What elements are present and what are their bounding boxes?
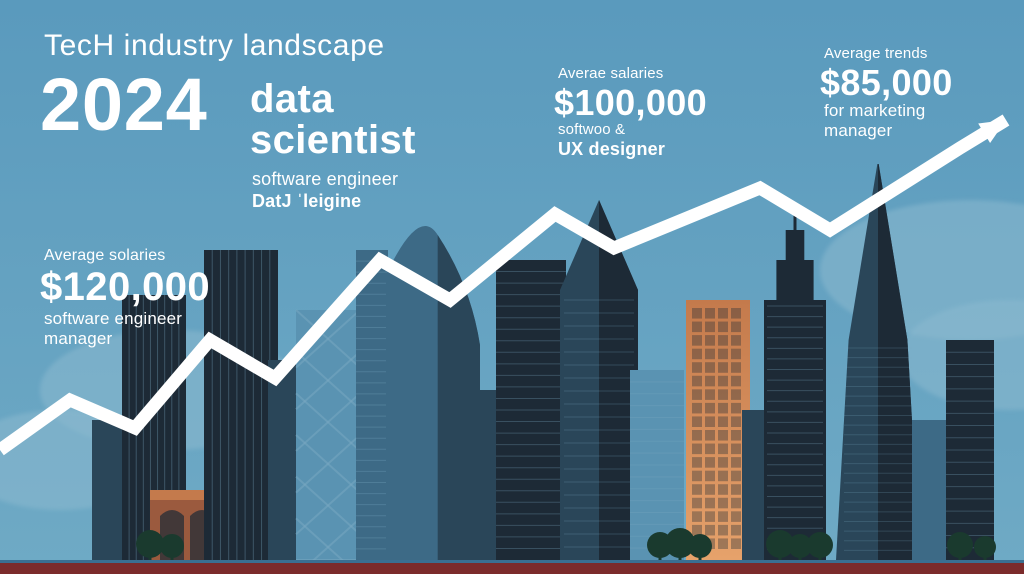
- data-scientist-line1: data: [250, 78, 334, 120]
- left-salary-sub1: software engineer: [44, 310, 182, 328]
- year-text: 2024: [40, 66, 208, 144]
- ground-strip: [0, 560, 1024, 574]
- left-salary-sub2: manager: [44, 330, 112, 348]
- left-salary-label: Average solaries: [44, 248, 165, 265]
- title-text: TecH industry landscape: [44, 30, 385, 62]
- right-trends-value: $85,000: [820, 64, 953, 102]
- mid-salary-sub1: softwoo &: [558, 122, 625, 138]
- mid-salary-label: Averae salaries: [558, 66, 663, 82]
- sub-software-engineer: software engineer: [252, 170, 398, 189]
- right-trends-sub2: manager: [824, 122, 892, 140]
- mid-salary-value: $100,000: [554, 84, 707, 122]
- mid-salary-sub2: UX designer: [558, 140, 665, 159]
- right-trends-label: Average trends: [824, 46, 928, 62]
- infographic-canvas: TecH industry landscape 2024 data scient…: [0, 0, 1024, 574]
- left-salary-value: $120,000: [40, 266, 210, 308]
- sub-data-engine: DatJ ˈleigine: [252, 192, 361, 211]
- data-scientist-line2: scientist: [250, 119, 416, 161]
- right-trends-sub1: for marketing: [824, 102, 925, 120]
